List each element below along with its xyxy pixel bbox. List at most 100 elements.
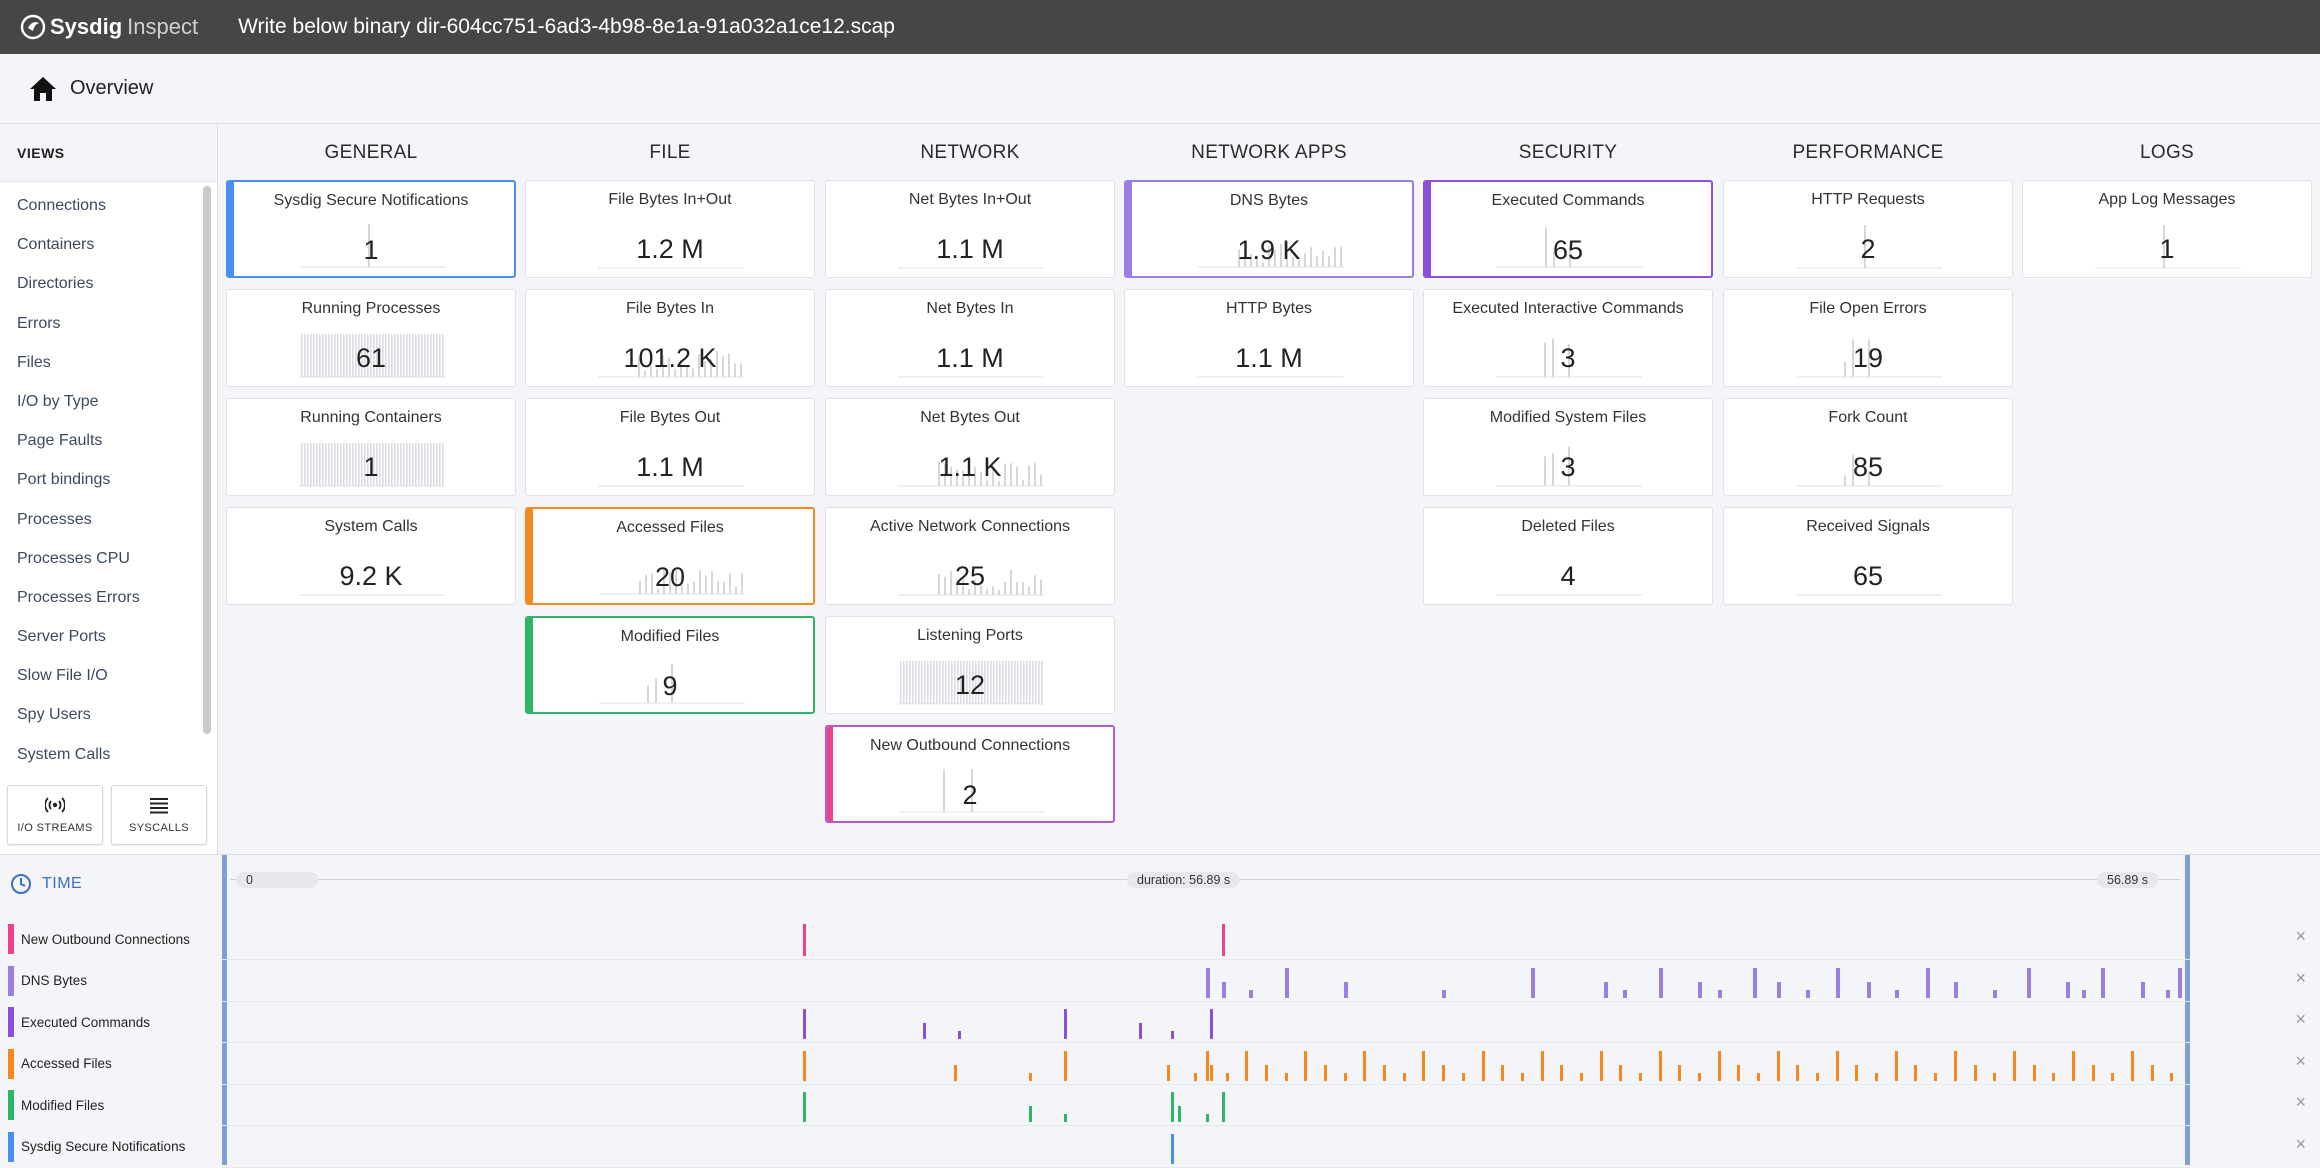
timeline-event-mark[interactable] [1520,1072,1524,1081]
sysdig-logo[interactable]: Sysdig Inspect [20,14,198,40]
view-item-containers[interactable]: Containers [17,236,95,254]
timeline-event-mark[interactable] [1221,981,1226,998]
syscalls-button[interactable]: SYSCALLS [111,785,207,845]
timeline-event-mark[interactable] [2081,989,2086,998]
timeline-event-mark[interactable] [1926,967,1931,998]
timeline-event-mark[interactable] [1953,1050,1957,1081]
view-item-page-faults[interactable]: Page Faults [17,432,103,450]
timeline-event-mark[interactable] [1835,967,1840,998]
timeline-event-mark[interactable] [1717,1050,1721,1081]
timeline-event-mark[interactable] [2178,967,2183,998]
remove-row-close-icon[interactable]: × [2295,926,2306,946]
timeline-event-mark[interactable] [1875,1072,1879,1081]
tile-modified-files[interactable]: Modified Files 9 [525,616,815,714]
timeline-event-mark[interactable] [1249,989,1254,998]
timeline-event-mark[interactable] [1753,967,1758,998]
home-icon[interactable] [28,74,58,104]
timeline-event-mark[interactable] [1914,1064,1918,1081]
timeline-event-mark[interactable] [802,924,806,956]
timeline-event-mark[interactable] [1579,1072,1583,1081]
timeline-event-mark[interactable] [1530,967,1535,998]
timeline-event-mark[interactable] [1603,981,1608,998]
timeline-event-mark[interactable] [1599,1050,1603,1081]
timeline-event-mark[interactable] [1209,1009,1213,1039]
timeline-event-mark[interactable] [1028,1106,1032,1122]
timeline-event-mark[interactable] [802,1009,806,1039]
timeline-event-mark[interactable] [2091,1064,2095,1081]
tile-app-log-messages[interactable]: App Log Messages 1 [2022,180,2312,278]
timeline-event-mark[interactable] [1776,1050,1780,1081]
timeline-event-mark[interactable] [1422,1050,1426,1081]
tile-running-processes[interactable]: Running Processes 61 [226,289,516,387]
timeline-event-mark[interactable] [922,1023,926,1039]
timeline-event-mark[interactable] [1835,1050,1839,1081]
remove-row-close-icon[interactable]: × [2295,1133,2306,1154]
tile-listening-ports[interactable]: Listening Ports 12 [825,616,1115,714]
timeline-event-mark[interactable] [1953,981,1958,998]
timeline-event-mark[interactable] [1139,1023,1143,1039]
timeline-event-mark[interactable] [2032,1064,2036,1081]
tile-dns-bytes[interactable]: DNS Bytes 1.9 K [1124,180,1414,278]
view-item-spy-users[interactable]: Spy Users [17,706,91,724]
timeline-event-mark[interactable] [1245,1050,1249,1081]
timeline-event-mark[interactable] [1461,1072,1465,1081]
view-item-slow-file-i-o[interactable]: Slow File I/O [17,667,108,685]
timeline-event-mark[interactable] [1064,1114,1068,1122]
timeline-event-mark[interactable] [1343,981,1348,998]
timeline-event-mark[interactable] [1304,1050,1308,1081]
tile-received-signals[interactable]: Received Signals 65 [1723,507,2013,605]
tile-active-network-connections[interactable]: Active Network Connections 25 [825,507,1115,605]
timeline-event-mark[interactable] [1221,924,1225,956]
timeline-event-mark[interactable] [1442,1064,1446,1081]
tile-file-open-errors[interactable]: File Open Errors 19 [1723,289,2013,387]
timeline-event-mark[interactable] [802,1050,806,1081]
timeline-event-mark[interactable] [802,1092,806,1122]
timeline-event-mark[interactable] [1166,1064,1170,1081]
timeline-event-mark[interactable] [1638,1072,1642,1081]
tile-modified-system-files[interactable]: Modified System Files 3 [1423,398,1713,496]
io-streams-button[interactable]: I/O STREAMS [7,785,103,845]
timeline-event-mark[interactable] [1934,1072,1938,1081]
view-item-server-ports[interactable]: Server Ports [17,628,106,646]
remove-row-close-icon[interactable]: × [2295,1092,2306,1112]
timeline-event-mark[interactable] [1324,1064,1328,1081]
timeline-event-mark[interactable] [1757,1072,1761,1081]
timeline-row[interactable] [222,1045,2190,1085]
timeline-event-mark[interactable] [2026,967,2031,998]
timeline-event-mark[interactable] [1178,1106,1182,1122]
tile-system-calls[interactable]: System Calls 9.2 K [226,507,516,605]
timeline-event-mark[interactable] [2012,1050,2016,1081]
timeline-event-mark[interactable] [1698,981,1702,998]
timeline-event-mark[interactable] [2170,1072,2174,1081]
timeline-row[interactable] [222,962,2190,1002]
tile-fork-count[interactable]: Fork Count 85 [1723,398,2013,496]
tile-net-bytes-in[interactable]: Net Bytes In 1.1 M [825,289,1115,387]
scrollbar-thumb[interactable] [203,186,211,734]
timeline-event-mark[interactable] [1481,1050,1485,1081]
tile-http-requests[interactable]: HTTP Requests 2 [1723,180,2013,278]
timeline-event-mark[interactable] [1993,989,1998,998]
timeline-row-label[interactable]: Modified Files [8,1090,104,1120]
timeline-event-mark[interactable] [1170,1092,1174,1122]
timeline-row-label[interactable]: Executed Commands [8,1007,150,1037]
timeline-event-mark[interactable] [1560,1064,1564,1081]
timeline-event-mark[interactable] [1501,1064,1505,1081]
timeline-event-mark[interactable] [1206,1114,1209,1122]
timeline-event-mark[interactable] [1170,1133,1174,1164]
timeline-event-mark[interactable] [1540,1050,1544,1081]
timeline-event-mark[interactable] [1442,989,1447,998]
timeline-event-mark[interactable] [1064,1050,1068,1081]
timeline-event-mark[interactable] [1619,1064,1623,1081]
timeline-row-label[interactable]: Accessed Files [8,1048,112,1079]
view-item-processes-cpu[interactable]: Processes CPU [17,549,130,567]
timeline-event-mark[interactable] [1658,1050,1662,1081]
timeline-row[interactable] [222,1086,2190,1126]
tile-net-bytes-out[interactable]: Net Bytes Out 1.1 K [825,398,1115,496]
timeline-event-mark[interactable] [1993,1072,1997,1081]
timeline-event-mark[interactable] [1796,1064,1800,1081]
tile-executed-interactive-commands[interactable]: Executed Interactive Commands 3 [1423,289,1713,387]
timeline-event-mark[interactable] [2130,1050,2134,1081]
timeline-event-mark[interactable] [1225,1072,1229,1081]
view-item-files[interactable]: Files [17,353,51,371]
timeline-event-mark[interactable] [1343,1072,1347,1081]
